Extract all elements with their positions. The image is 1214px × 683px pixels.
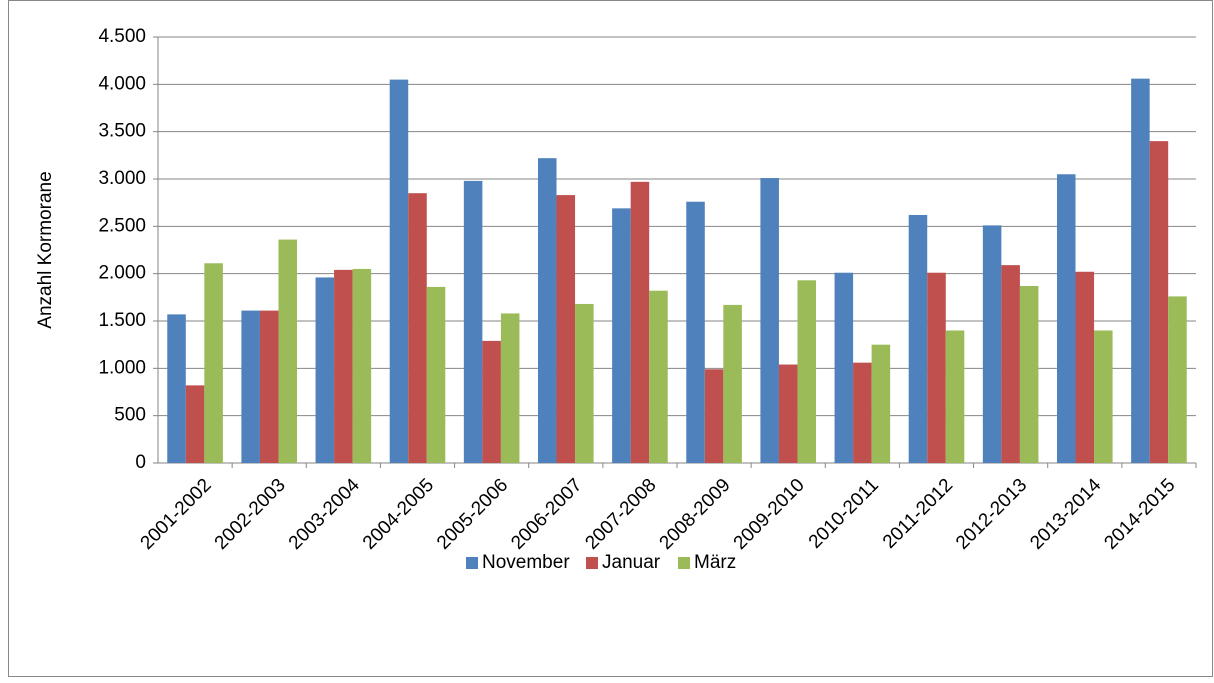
bar xyxy=(760,178,779,463)
bar xyxy=(927,272,946,463)
bar xyxy=(1168,296,1187,463)
legend-swatch xyxy=(466,557,478,569)
y-axis-label: Anzahl Kormorane xyxy=(35,171,56,328)
bar xyxy=(204,263,223,463)
bar xyxy=(649,290,668,463)
bar xyxy=(982,225,1002,463)
y-tick-label: 4.500 xyxy=(98,26,146,47)
bar xyxy=(797,280,817,463)
legend-label: November xyxy=(482,552,570,573)
bar xyxy=(945,330,965,463)
bar xyxy=(500,313,520,463)
bar xyxy=(185,385,205,463)
bar xyxy=(1094,330,1113,463)
y-tick-label: 0 xyxy=(135,452,146,473)
bar xyxy=(723,304,742,463)
y-tick-label: 2.500 xyxy=(98,215,146,236)
bar xyxy=(463,180,483,464)
bar xyxy=(853,362,872,463)
bar xyxy=(1019,285,1039,463)
y-tick-label: 1.500 xyxy=(98,310,146,331)
bar xyxy=(834,272,854,463)
bar xyxy=(686,201,705,463)
legend-label: März xyxy=(694,552,736,573)
bar xyxy=(556,195,576,464)
bar xyxy=(575,303,594,463)
bar xyxy=(426,286,446,463)
bar xyxy=(241,310,260,463)
bar xyxy=(315,277,335,463)
bar xyxy=(1001,265,1020,463)
bar xyxy=(278,239,298,463)
bar xyxy=(352,268,372,463)
bar xyxy=(704,369,724,463)
bar xyxy=(167,314,186,463)
y-tick-label: 3.500 xyxy=(98,121,146,142)
bar xyxy=(1131,78,1150,464)
legend-label: Januar xyxy=(602,552,661,573)
y-tick-label: 2.000 xyxy=(98,263,146,284)
bar xyxy=(537,158,557,463)
bar xyxy=(778,364,798,463)
bar xyxy=(612,208,631,463)
y-tick-label: 3.000 xyxy=(98,168,146,189)
bar xyxy=(1056,174,1076,463)
bar xyxy=(334,269,353,463)
y-tick-label: 500 xyxy=(114,405,146,426)
bar xyxy=(908,214,928,463)
bar xyxy=(482,340,501,463)
y-tick-label: 4.000 xyxy=(98,73,146,94)
bar xyxy=(630,181,650,463)
bar xyxy=(389,79,409,463)
legend-swatch xyxy=(678,557,690,569)
bar xyxy=(1075,271,1095,463)
bar xyxy=(871,344,891,463)
legend-swatch xyxy=(586,557,598,569)
bar xyxy=(259,310,279,463)
bar xyxy=(1149,141,1169,463)
bar xyxy=(408,193,427,463)
y-tick-label: 1.000 xyxy=(98,357,146,378)
